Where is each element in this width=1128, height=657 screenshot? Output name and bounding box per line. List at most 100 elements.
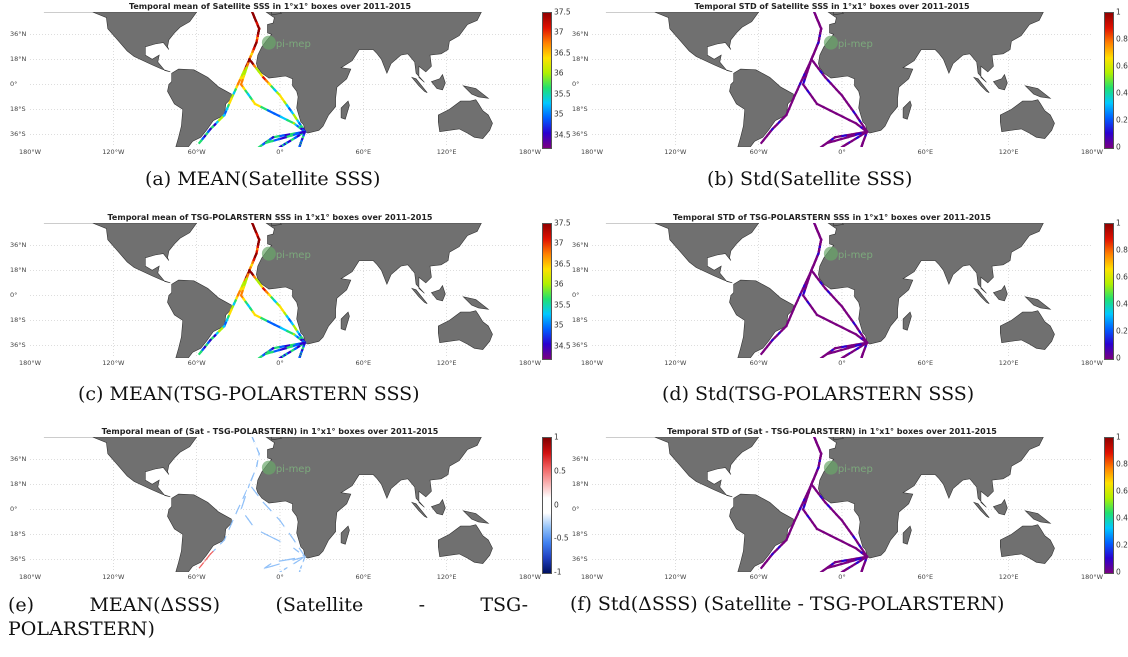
longitude-label: 120°E <box>436 359 457 367</box>
track-segment <box>264 139 274 145</box>
longitude-label: 180°W <box>18 573 42 581</box>
longitude-label: 60°E <box>917 573 934 581</box>
colorbar-tick: 35.5 <box>554 300 571 310</box>
landmass-south-america <box>167 279 232 358</box>
latitude-label: 36°S <box>572 130 588 139</box>
landmass-north-america <box>43 437 198 498</box>
colorbar <box>542 437 552 574</box>
landmass-new-guinea <box>462 85 490 99</box>
track-segment <box>834 323 845 330</box>
track-segment <box>286 544 295 550</box>
longitude-label: 60°W <box>749 359 768 367</box>
track-segment <box>250 486 255 492</box>
track-segment <box>279 326 289 333</box>
latitude-label: 0° <box>572 505 580 514</box>
svg-text:pi-mep: pi-mep <box>276 39 311 50</box>
longitude-label: 0° <box>276 359 284 367</box>
colorbar-tick: 0 <box>554 500 559 509</box>
latitude-label: 0° <box>572 291 580 300</box>
panel-caption: (f) Std(ΔSSS) (Satellite - TSG-POLARSTER… <box>570 593 1005 615</box>
latitude-label: 18°N <box>10 266 27 275</box>
latitude-label: 0° <box>10 80 18 89</box>
landmass-borneo <box>992 284 1008 302</box>
track-segment <box>847 118 858 125</box>
track-segment <box>262 501 267 507</box>
track-segment <box>847 329 858 336</box>
latitude-label: 36°N <box>572 241 589 250</box>
track-segment <box>270 510 276 516</box>
colorbar-tick: 0.8 <box>1116 34 1128 44</box>
track-segment <box>759 563 765 570</box>
landmass-south-america <box>729 279 794 358</box>
track-segment <box>276 516 281 522</box>
landmass-new-guinea <box>1024 296 1052 310</box>
longitude-label: 60°W <box>187 359 206 367</box>
track-segment <box>277 346 287 352</box>
track-segment <box>268 507 273 513</box>
colorbar-tick: 0.8 <box>1116 245 1128 255</box>
track-segment <box>241 500 245 506</box>
track-segment <box>841 115 851 122</box>
track-segment <box>242 511 247 517</box>
colorbar <box>542 12 552 149</box>
track-segment <box>819 568 826 572</box>
panel-title: Temporal STD of Satellite SSS in 1°x1° b… <box>694 2 970 11</box>
track-segment <box>859 130 869 135</box>
colorbar-tick: 0.4 <box>1116 513 1128 523</box>
track-segment <box>846 345 856 350</box>
landmass-sumatra <box>972 501 990 518</box>
panel-a: Temporal mean of Satellite SSS in 1°x1° … <box>10 2 571 202</box>
longitude-label: 120°W <box>664 573 687 581</box>
longitude-label: 60°E <box>917 359 934 367</box>
track-segment <box>265 565 274 569</box>
panel-b: Temporal STD of Satellite SSS in 1°x1° b… <box>572 2 1128 202</box>
track-segment <box>826 350 836 356</box>
landmass-north-america <box>43 223 198 284</box>
colorbar-tick: 37.5 <box>554 7 571 17</box>
colorbar-tick: 0.2 <box>1116 540 1128 550</box>
svg-text:pi-mep: pi-mep <box>276 250 311 261</box>
watermark-logo: pi-mep <box>823 460 873 475</box>
caption-word: MEAN(ΔSSS) <box>89 594 221 616</box>
colorbar-tick: 34.5 <box>554 341 571 351</box>
track-segment <box>826 564 836 570</box>
watermark-logo: pi-mep <box>261 460 311 475</box>
landmass-new-guinea <box>1024 85 1052 99</box>
track-segment <box>272 323 283 330</box>
track-segment <box>841 326 851 333</box>
longitude-label: 60°E <box>355 148 372 156</box>
landmass-new-guinea <box>1024 510 1052 524</box>
colorbar-tick: 37.5 <box>554 218 571 228</box>
track-segment <box>846 559 856 564</box>
panel-caption: (a) MEAN(Satellite SSS) <box>145 168 381 190</box>
panel-caption: (d) Std(TSG-POLARSTERN SSS) <box>662 383 975 405</box>
longitude-label: 180°W <box>1080 148 1104 156</box>
track-segment <box>277 559 285 562</box>
colorbar-tick: -0.5 <box>554 533 569 543</box>
track-segment <box>840 144 845 147</box>
panel-d: Temporal STD of TSG-POLARSTERN SSS in 1°… <box>572 213 1128 413</box>
track-segment <box>253 489 258 495</box>
latitude-label: 36°S <box>10 130 26 139</box>
track-segment <box>839 560 849 566</box>
colorbar-tick: 0.2 <box>1116 115 1128 125</box>
landmass-uk <box>833 437 844 441</box>
landmass-australia <box>437 310 493 350</box>
latitude-label: 36°N <box>10 455 27 464</box>
landmass-australia <box>999 310 1055 350</box>
landmass-north-america <box>605 437 760 498</box>
longitude-label: 180°W <box>518 573 542 581</box>
track-segment <box>839 346 849 352</box>
colorbar-tick: 37 <box>554 238 564 248</box>
colorbar-tick: 0.6 <box>1116 272 1128 282</box>
track-segment <box>840 569 845 572</box>
landmass-australia <box>437 524 493 564</box>
track-segment <box>841 540 851 547</box>
track-segment <box>279 570 283 572</box>
track-segment <box>290 343 300 348</box>
landmass-south-america <box>167 68 232 147</box>
longitude-label: 120°W <box>664 148 687 156</box>
latitude-label: 36°N <box>10 30 27 39</box>
track-segment <box>283 558 290 562</box>
latitude-label: 36°N <box>572 455 589 464</box>
